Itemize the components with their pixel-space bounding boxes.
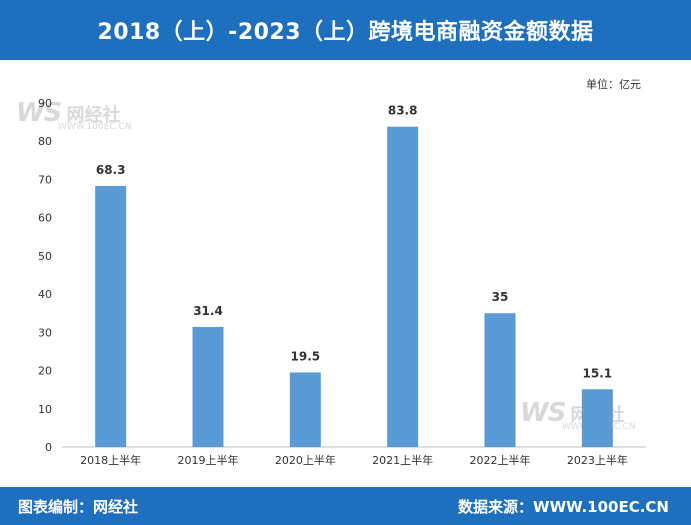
data-label: 68.3 bbox=[96, 163, 126, 177]
chart-header: 2018（上）-2023（上）跨境电商融资金额数据 bbox=[0, 0, 691, 60]
unit-label: 单位：亿元 bbox=[586, 78, 641, 91]
footer-source: 数据来源：WWW.100EC.CN bbox=[458, 498, 669, 516]
bar bbox=[484, 313, 516, 447]
x-tick-label: 2018上半年 bbox=[80, 453, 141, 467]
chart-footer: 图表编制：网经社 数据来源：WWW.100EC.CN bbox=[0, 487, 691, 525]
data-label: 35 bbox=[492, 290, 509, 304]
x-tick-label: 2023上半年 bbox=[567, 453, 628, 467]
bar bbox=[387, 126, 419, 447]
y-tick-label: 30 bbox=[38, 326, 52, 339]
bar bbox=[192, 326, 224, 447]
y-tick-label: 70 bbox=[38, 173, 52, 186]
footer-credit: 图表编制：网经社 bbox=[18, 498, 139, 516]
data-label: 19.5 bbox=[291, 349, 321, 363]
y-tick-label: 0 bbox=[45, 441, 52, 454]
x-tick-label: 2020上半年 bbox=[275, 453, 336, 467]
y-tick-label: 90 bbox=[38, 97, 52, 110]
bar bbox=[289, 372, 321, 447]
x-tick-label: 2021上半年 bbox=[372, 453, 433, 467]
y-tick-label: 20 bbox=[38, 365, 52, 378]
y-tick-label: 10 bbox=[38, 403, 52, 416]
x-tick-label: 2019上半年 bbox=[178, 453, 239, 467]
chart-title: 2018（上）-2023（上）跨境电商融资金额数据 bbox=[97, 20, 594, 45]
bar-chart: 0 10 20 30 40 50 60 70 80 90 68.3 2018上半年 31.4 2019上半… bbox=[38, 97, 646, 467]
x-tick-label: 2022上半年 bbox=[470, 453, 531, 467]
bar bbox=[581, 389, 613, 447]
y-tick-label: 60 bbox=[38, 212, 52, 225]
data-label: 31.4 bbox=[193, 304, 223, 318]
y-tick-label: 80 bbox=[38, 135, 52, 148]
y-tick-label: 40 bbox=[38, 288, 52, 301]
y-tick-label: 50 bbox=[38, 250, 52, 263]
data-label: 83.8 bbox=[388, 104, 418, 118]
data-label: 15.1 bbox=[583, 366, 613, 380]
bar bbox=[95, 185, 127, 447]
